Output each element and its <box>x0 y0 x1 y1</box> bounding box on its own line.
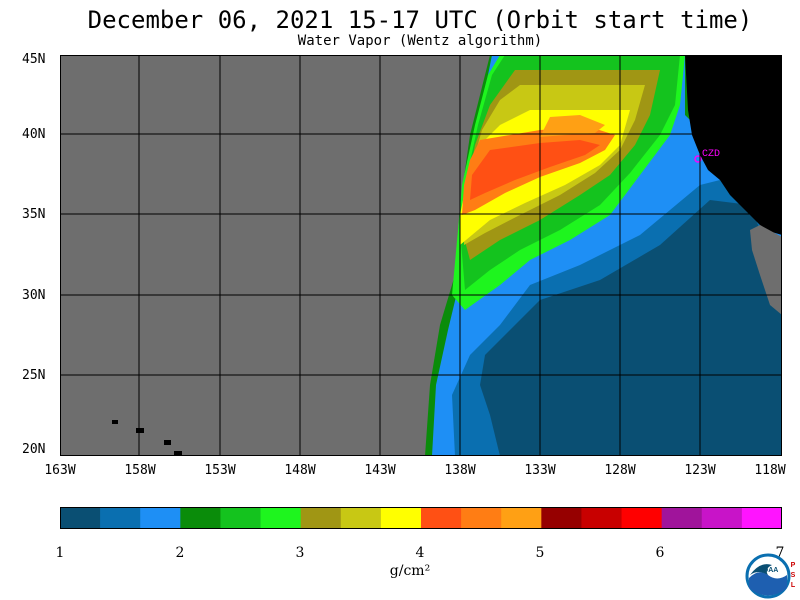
noaa-logo[interactable]: NOAA PSL <box>744 553 796 599</box>
colorbar-segment <box>260 507 302 529</box>
logo-side-letter: S <box>791 572 796 579</box>
colorbar-segment <box>661 507 703 529</box>
colorbar-tick-3: 3 <box>295 545 305 561</box>
logo-side-letter: L <box>791 582 796 589</box>
colorbar-segment <box>541 507 582 529</box>
hawaii-islands <box>112 420 182 456</box>
colorbar-segment <box>701 507 743 529</box>
logo-side-text: PSL <box>791 562 796 589</box>
station-marker-czd: CZD <box>694 149 720 163</box>
lat-label-20n: 20N <box>22 442 46 457</box>
colorbar-segment <box>741 507 782 529</box>
colorbar-segment <box>340 507 382 529</box>
lon-label-123w: 123W <box>684 463 716 478</box>
colorbar-segment <box>501 507 542 529</box>
colorbar-tick-6: 6 <box>655 545 665 561</box>
logo-side-letter: P <box>791 562 796 569</box>
lon-label-138w: 138W <box>444 463 476 478</box>
colorbar-segment <box>621 507 663 529</box>
colorbar-segment <box>581 507 623 529</box>
colorbar <box>60 507 782 529</box>
map-subtitle: Water Vapor (Wentz algorithm) <box>297 33 543 49</box>
land-area <box>685 55 782 235</box>
lon-label-118w: 118W <box>754 463 786 478</box>
lat-label-30n: 30N <box>22 288 46 303</box>
graticule <box>60 55 782 456</box>
colorbar-segment <box>421 507 462 529</box>
water-vapor-swath <box>425 55 782 456</box>
colorbar-segments <box>60 507 782 529</box>
colorbar-tick-1: 1 <box>55 545 65 561</box>
lon-label-143w: 143W <box>364 463 396 478</box>
lat-label-35n: 35N <box>22 207 46 222</box>
colorbar-segment <box>100 507 141 529</box>
nodata-coastal <box>750 225 782 315</box>
colorbar-segment <box>380 507 422 529</box>
colorbar-tick-5: 5 <box>535 545 545 561</box>
lon-label-128w: 128W <box>604 463 636 478</box>
colorbar-segment <box>300 507 342 529</box>
lon-label-148w: 148W <box>284 463 316 478</box>
lon-label-163w: 163W <box>44 463 76 478</box>
colorbar-segment <box>220 507 262 529</box>
lon-label-158w: 158W <box>124 463 156 478</box>
lon-label-133w: 133W <box>524 463 556 478</box>
colorbar-units: g/cm² <box>389 563 431 579</box>
station-label: CZD <box>702 149 720 160</box>
water-vapor-map: CZD <box>60 55 782 456</box>
colorbar-segment <box>180 507 221 529</box>
logo-text: NOAA <box>758 567 779 574</box>
lat-label-45n: 45N <box>22 52 46 67</box>
lat-label-25n: 25N <box>22 368 46 383</box>
lon-label-153w: 153W <box>204 463 236 478</box>
lat-label-40n: 40N <box>22 127 46 142</box>
colorbar-segment <box>461 507 502 529</box>
colorbar-segment <box>140 507 181 529</box>
colorbar-tick-7: 7 <box>775 545 785 561</box>
map-frame <box>60 55 782 456</box>
map-title: December 06, 2021 15-17 UTC (Orbit start… <box>87 6 753 34</box>
colorbar-tick-2: 2 <box>175 545 185 561</box>
colorbar-segment <box>60 507 101 529</box>
colorbar-tick-4: 4 <box>415 545 425 561</box>
